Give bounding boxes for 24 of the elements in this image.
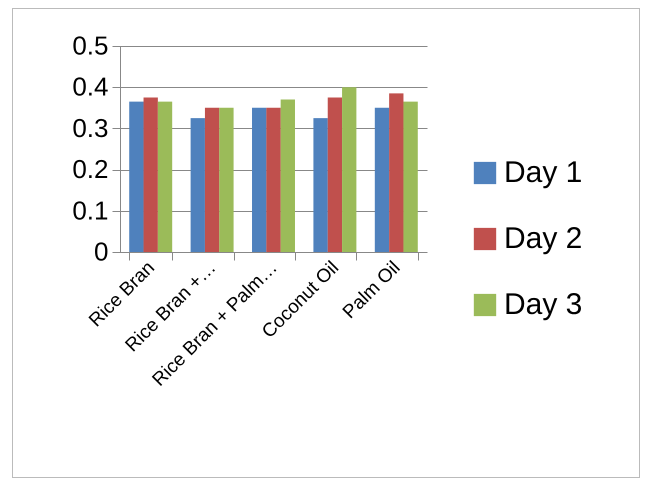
bar	[129, 102, 144, 252]
bar	[280, 100, 295, 252]
legend-label: Day 2	[504, 222, 582, 255]
y-tick-label: 0.5	[72, 30, 108, 60]
bar	[389, 93, 404, 252]
bar	[204, 108, 220, 252]
bar	[190, 118, 205, 252]
y-tick-label: 0.4	[72, 72, 108, 102]
bar	[219, 108, 234, 252]
legend-label: Day 3	[504, 288, 582, 321]
bar	[252, 108, 266, 252]
bar	[144, 98, 158, 252]
bar	[328, 98, 342, 252]
y-tick-label: 0.1	[72, 195, 108, 226]
y-tick-label: 0.3	[72, 112, 108, 143]
y-tick-label: 0.2	[72, 154, 108, 184]
legend-label: Day 1	[504, 156, 582, 189]
bar	[403, 102, 418, 252]
bar	[266, 108, 281, 252]
y-tick-label: 0	[94, 236, 108, 266]
bar	[374, 108, 390, 252]
bar	[158, 102, 172, 252]
bar	[342, 87, 356, 252]
bar	[313, 118, 328, 252]
